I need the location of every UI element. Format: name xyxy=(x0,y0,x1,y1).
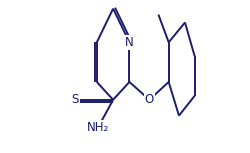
Text: O: O xyxy=(144,93,153,106)
Text: NH₂: NH₂ xyxy=(86,121,109,134)
Text: S: S xyxy=(71,93,78,106)
Text: N: N xyxy=(124,36,133,49)
